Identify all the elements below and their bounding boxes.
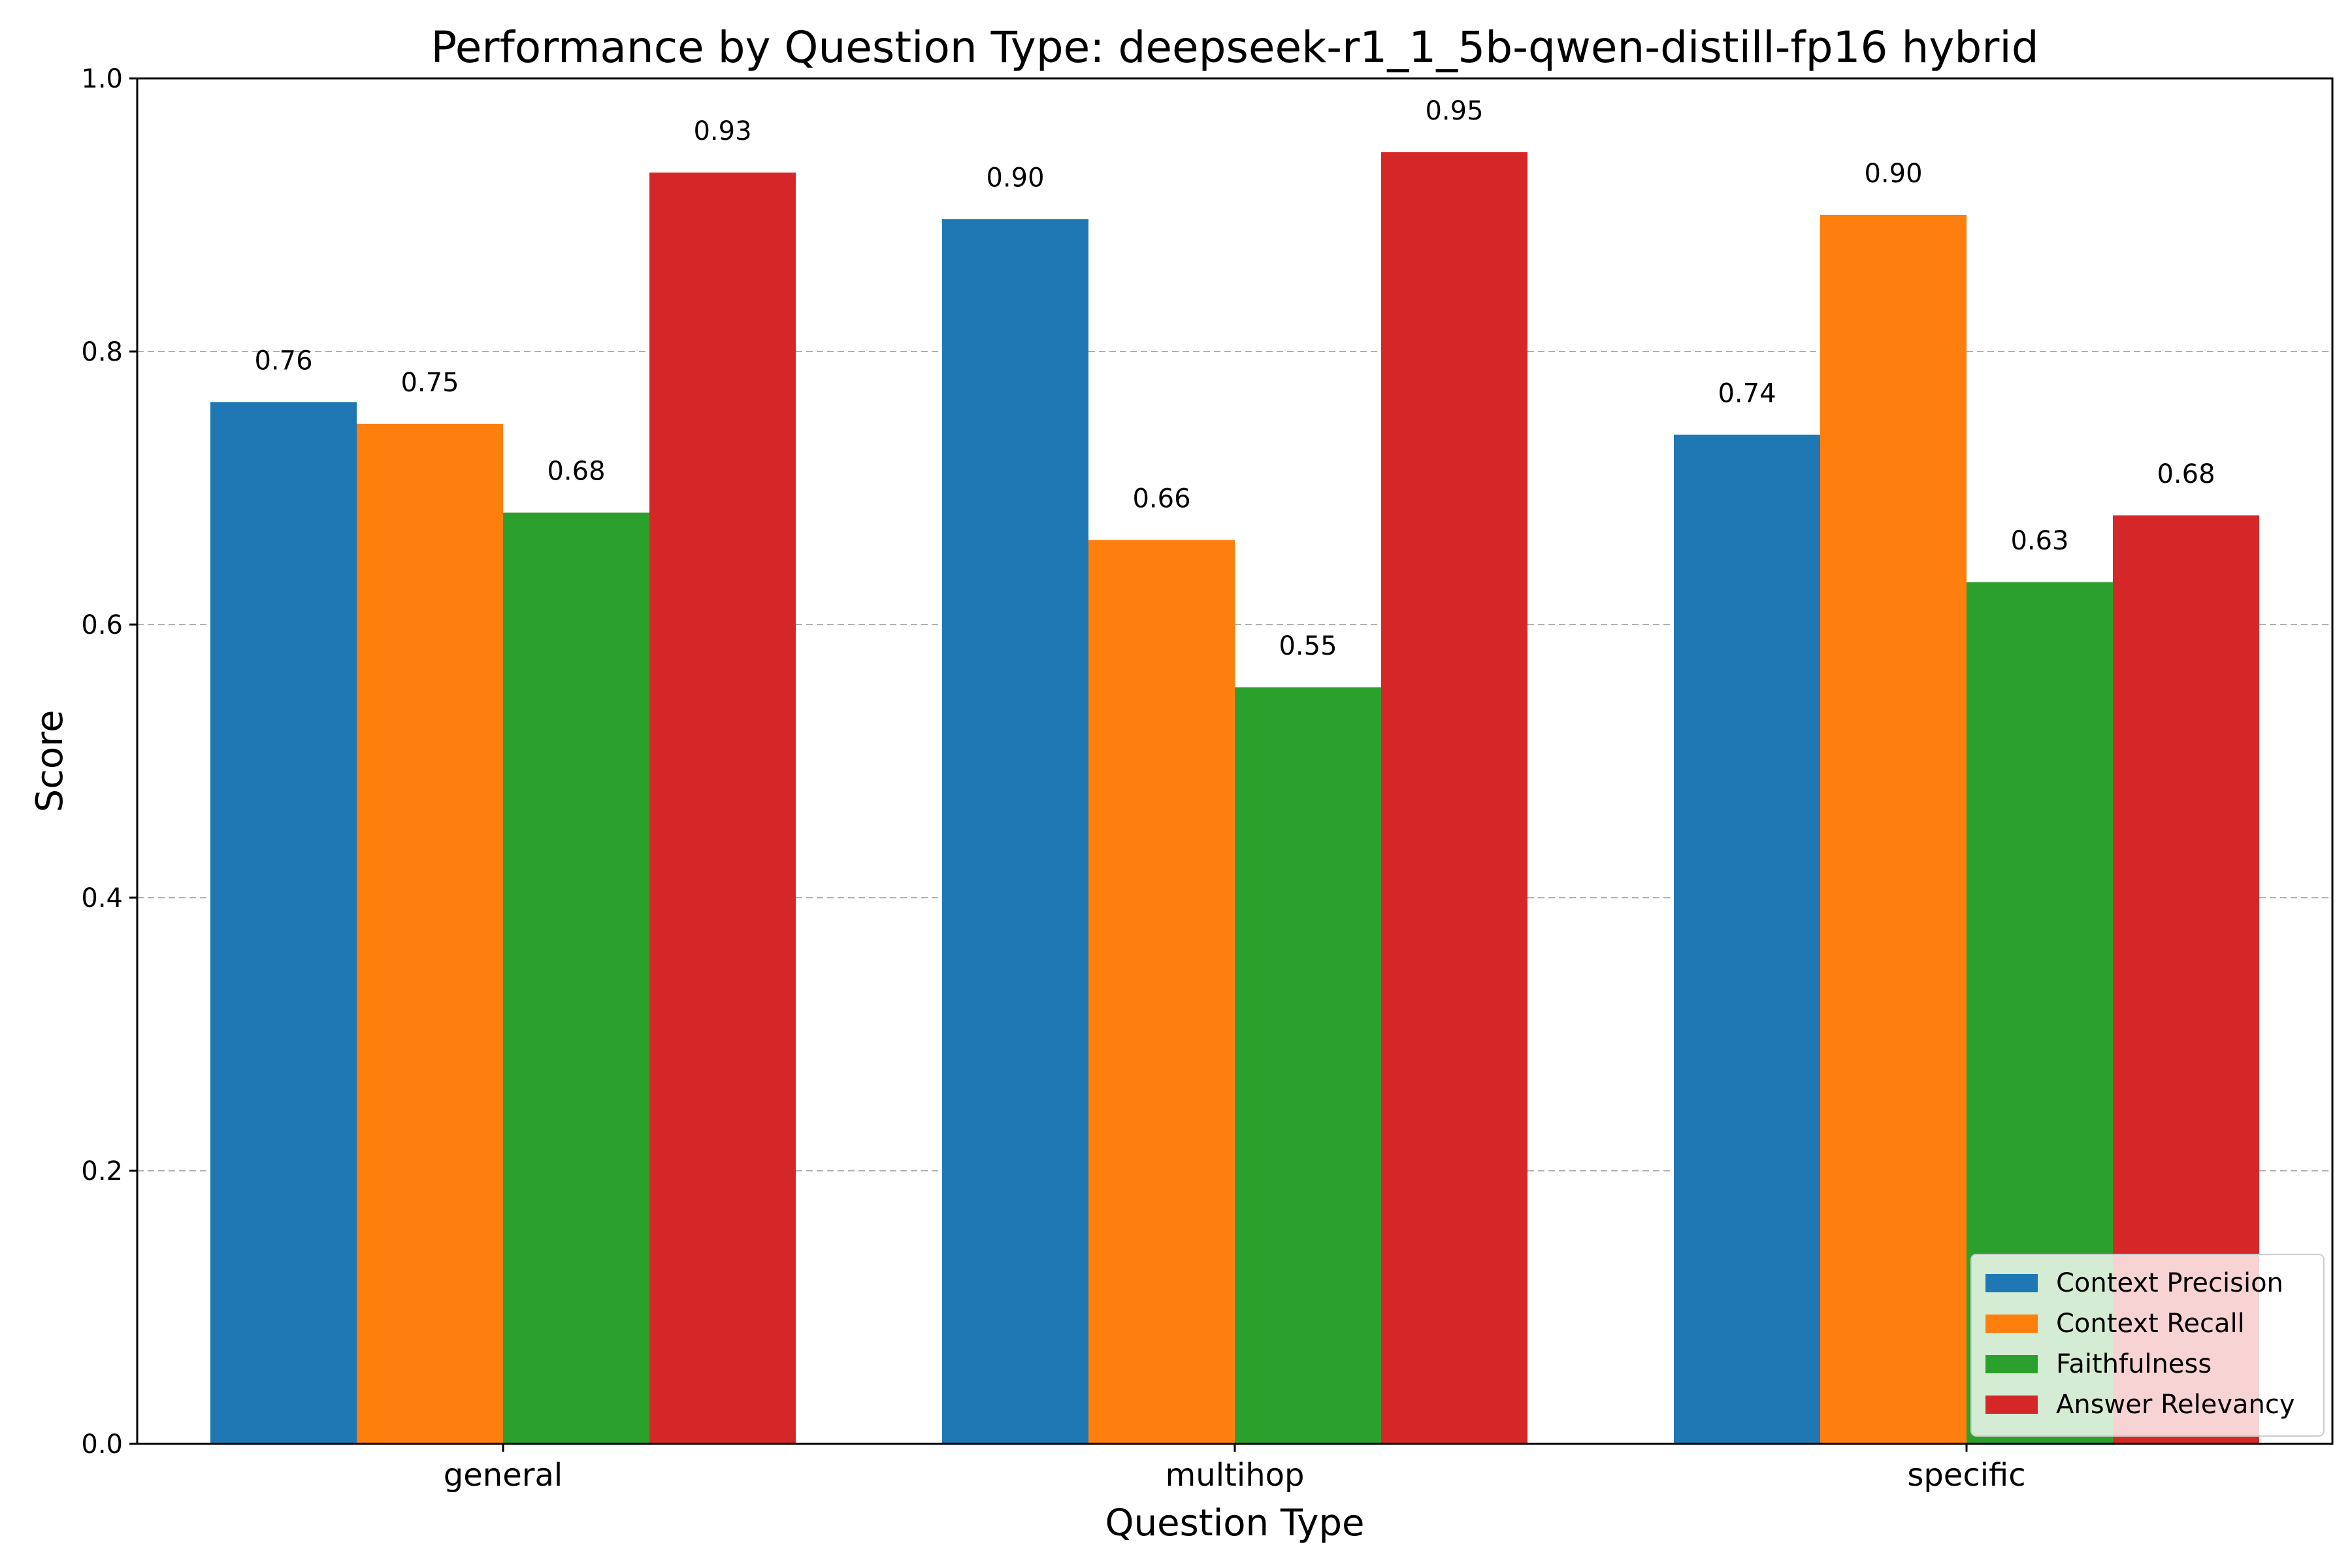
value-label-faithfulness-multihop: 0.55 <box>1279 631 1337 661</box>
x-tick-label-general: general <box>444 1457 563 1494</box>
value-label-faithfulness-specific: 0.63 <box>2010 526 2068 556</box>
legend-label-context-recall: Context Recall <box>2056 1309 2245 1339</box>
value-label-answer-relevancy-specific: 0.68 <box>2157 459 2215 489</box>
value-label-context-precision-multihop: 0.90 <box>986 163 1044 193</box>
y-tick-label: 0.4 <box>81 883 123 913</box>
y-axis: 0.0 0.2 0.4 0.6 0.8 1.0 <box>81 64 137 1460</box>
value-label-context-precision-general: 0.76 <box>254 346 312 376</box>
legend-swatch-context-precision <box>1985 1274 2038 1292</box>
y-tick-label: 0.0 <box>81 1429 123 1460</box>
x-tick-label-multihop: multihop <box>1166 1457 1305 1494</box>
legend-label-answer-relevancy: Answer Relevancy <box>2056 1390 2295 1420</box>
legend-label-faithfulness: Faithfulness <box>2056 1349 2212 1379</box>
bar-answer-relevancy-general <box>649 172 796 1445</box>
bar-context-precision-specific <box>1674 434 1820 1444</box>
legend: Context Precision Context Recall Faithfuln… <box>1970 1254 2325 1437</box>
legend-box <box>1970 1254 2325 1437</box>
legend-label-context-precision: Context Precision <box>2056 1268 2283 1298</box>
value-label-context-recall-multihop: 0.66 <box>1132 483 1190 514</box>
legend-swatch-faithfulness <box>1985 1355 2038 1373</box>
y-tick-label: 0.8 <box>81 337 123 367</box>
value-label-faithfulness-general: 0.68 <box>547 457 605 487</box>
bar-context-precision-general <box>210 402 357 1444</box>
value-label-context-recall-general: 0.75 <box>400 368 459 398</box>
legend-swatch-context-recall <box>1985 1315 2038 1333</box>
bars <box>210 152 2259 1445</box>
x-tick-label-specific: specific <box>1907 1457 2025 1494</box>
value-label-context-recall-specific: 0.90 <box>1864 159 1922 189</box>
value-label-answer-relevancy-multihop: 0.95 <box>1425 96 1483 126</box>
bar-answer-relevancy-multihop <box>1381 152 1527 1445</box>
bar-context-recall-general <box>357 423 503 1444</box>
bar-faithfulness-general <box>503 512 649 1444</box>
bar-context-recall-multihop <box>1088 540 1235 1445</box>
value-label-answer-relevancy-general: 0.93 <box>693 116 751 146</box>
x-axis: general multihop specific <box>444 1444 2026 1494</box>
y-tick-label: 1.0 <box>81 64 123 94</box>
y-axis-label: Score <box>29 710 71 813</box>
y-tick-label: 0.2 <box>81 1156 123 1186</box>
legend-swatch-answer-relevancy <box>1985 1396 2038 1414</box>
bar-context-precision-multihop <box>942 219 1088 1444</box>
bar-context-recall-specific <box>1820 215 1967 1444</box>
value-label-context-precision-specific: 0.74 <box>1718 378 1776 408</box>
value-labels: 0.76 0.75 0.68 0.93 0.90 0.66 0.55 0.95 0.74 0.90… <box>254 96 2215 661</box>
chart-title: Performance by Question Type: deepseek-r… <box>431 22 2038 73</box>
bar-faithfulness-multihop <box>1235 687 1381 1444</box>
x-axis-label: Question Type <box>1105 1502 1365 1544</box>
y-tick-label: 0.6 <box>81 610 123 640</box>
